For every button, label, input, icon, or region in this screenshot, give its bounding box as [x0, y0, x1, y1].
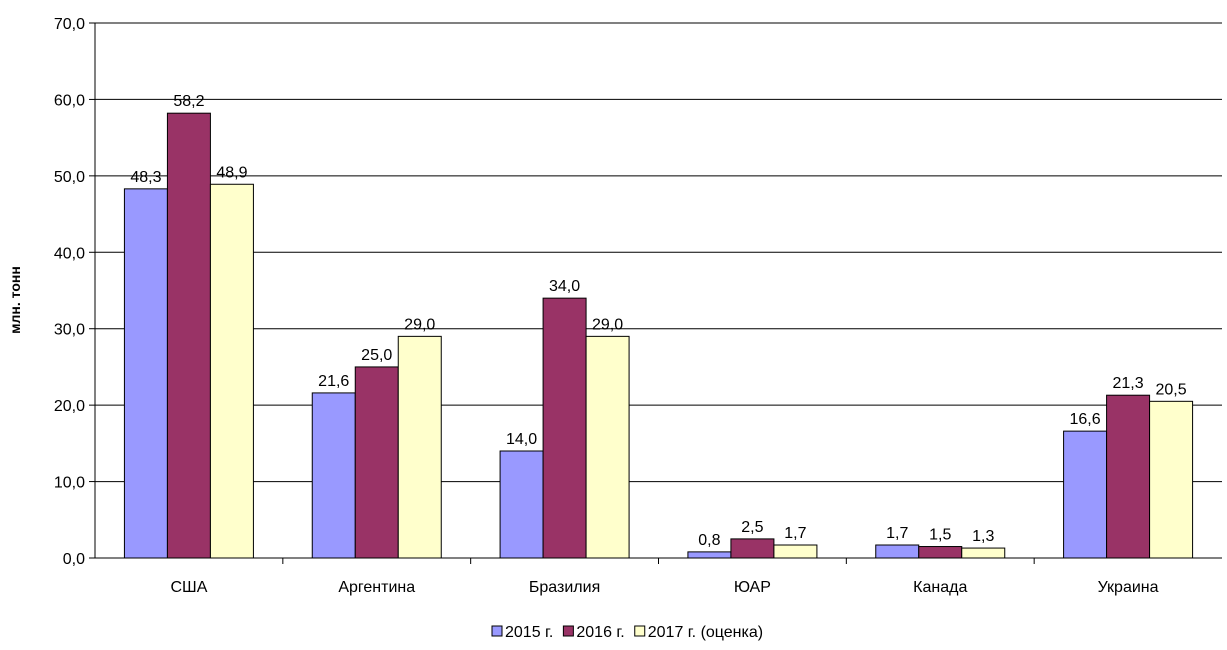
- legend-label: 2017 г. (оценка): [648, 624, 763, 641]
- category-label: Аргентина: [338, 579, 415, 596]
- legend: 2015 г. 2016 г. 2017 г. (оценка): [491, 624, 763, 641]
- data-label: 48,3: [130, 169, 161, 186]
- y-tick-label: 30,0: [54, 322, 85, 339]
- legend-swatch: [491, 625, 503, 637]
- data-label: 0,8: [698, 532, 720, 549]
- data-labels: 48,3 58,2 48,9 21,6 25,0 29,0 14,0 34,0 29,0 0,8 2…: [130, 93, 1186, 549]
- bar: [961, 547, 1006, 559]
- data-label: 2,5: [741, 519, 763, 536]
- data-label: 16,6: [1070, 411, 1101, 428]
- gridlines: [95, 22, 1222, 483]
- axes: 0,0 10,0 20,0 30,0 40,0 50,0 60,0 70,0 США Аргент…: [54, 16, 1222, 596]
- category-label: ЮАР: [734, 579, 771, 596]
- y-tick-label: 0,0: [63, 551, 85, 568]
- data-label: 20,5: [1156, 381, 1187, 398]
- legend-label: 2015 г.: [505, 624, 553, 641]
- y-tick-label: 20,0: [54, 398, 85, 415]
- bar: [499, 450, 544, 559]
- data-label: 29,0: [592, 316, 623, 333]
- y-tick-label: 60,0: [54, 92, 85, 109]
- bar: [166, 112, 211, 559]
- legend-swatch: [562, 625, 574, 637]
- bar: [123, 188, 168, 559]
- bar: [311, 392, 356, 559]
- bar: [585, 335, 630, 559]
- bar: [773, 544, 818, 559]
- y-tick-label: 40,0: [54, 245, 85, 262]
- bar: [1149, 400, 1194, 559]
- category-label: США: [170, 579, 207, 596]
- bar: [354, 366, 399, 559]
- category-label: Канада: [913, 579, 967, 596]
- category-label: Украина: [1098, 579, 1159, 596]
- y-axis-label: млн. тонн: [7, 266, 23, 334]
- data-label: 29,0: [404, 316, 435, 333]
- data-label: 1,7: [784, 525, 806, 542]
- data-label: 1,5: [929, 527, 951, 544]
- data-label: 48,9: [216, 164, 247, 181]
- data-label: 21,6: [318, 373, 349, 390]
- bar: [687, 551, 732, 559]
- bar: [397, 335, 442, 559]
- data-label: 25,0: [361, 347, 392, 364]
- data-label: 58,2: [173, 93, 204, 110]
- bar: [1106, 394, 1151, 559]
- bar: [542, 297, 587, 559]
- data-label: 14,0: [506, 431, 537, 448]
- legend-swatch: [634, 625, 646, 637]
- data-label: 1,3: [972, 528, 994, 545]
- bars: [123, 112, 1194, 559]
- bar: [918, 546, 963, 559]
- data-label: 1,7: [886, 525, 908, 542]
- data-label: 21,3: [1113, 375, 1144, 392]
- bar: [209, 183, 254, 559]
- bar: [1063, 430, 1108, 559]
- y-tick-label: 50,0: [54, 169, 85, 186]
- bar: [730, 538, 775, 559]
- category-label: Бразилия: [529, 579, 600, 596]
- legend-label: 2016 г.: [576, 624, 624, 641]
- bar: [875, 544, 920, 559]
- y-tick-label: 10,0: [54, 475, 85, 492]
- data-label: 34,0: [549, 278, 580, 295]
- y-tick-label: 70,0: [54, 16, 85, 33]
